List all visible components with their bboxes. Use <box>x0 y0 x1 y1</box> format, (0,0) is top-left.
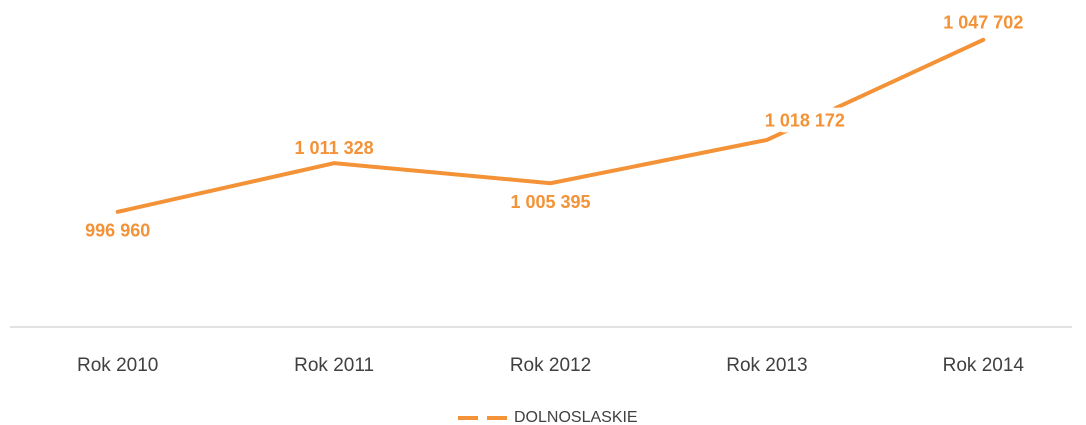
x-tick-label: Rok 2010 <box>77 355 158 376</box>
data-label: 1 011 328 <box>295 138 374 158</box>
data-label: 1 047 702 <box>943 13 1023 33</box>
data-label: 996 960 <box>85 221 150 241</box>
data-line <box>115 37 986 214</box>
x-tick-label: Rok 2013 <box>726 355 807 376</box>
x-tick-label: Rok 2014 <box>943 355 1025 376</box>
x-tick-label: Rok 2011 <box>294 355 374 376</box>
legend-label: DOLNOSLASKIE <box>514 409 638 425</box>
data-label: 1 018 172 <box>765 111 845 131</box>
data-label: 1 005 395 <box>510 192 590 212</box>
x-tick-label: Rok 2012 <box>510 355 591 376</box>
